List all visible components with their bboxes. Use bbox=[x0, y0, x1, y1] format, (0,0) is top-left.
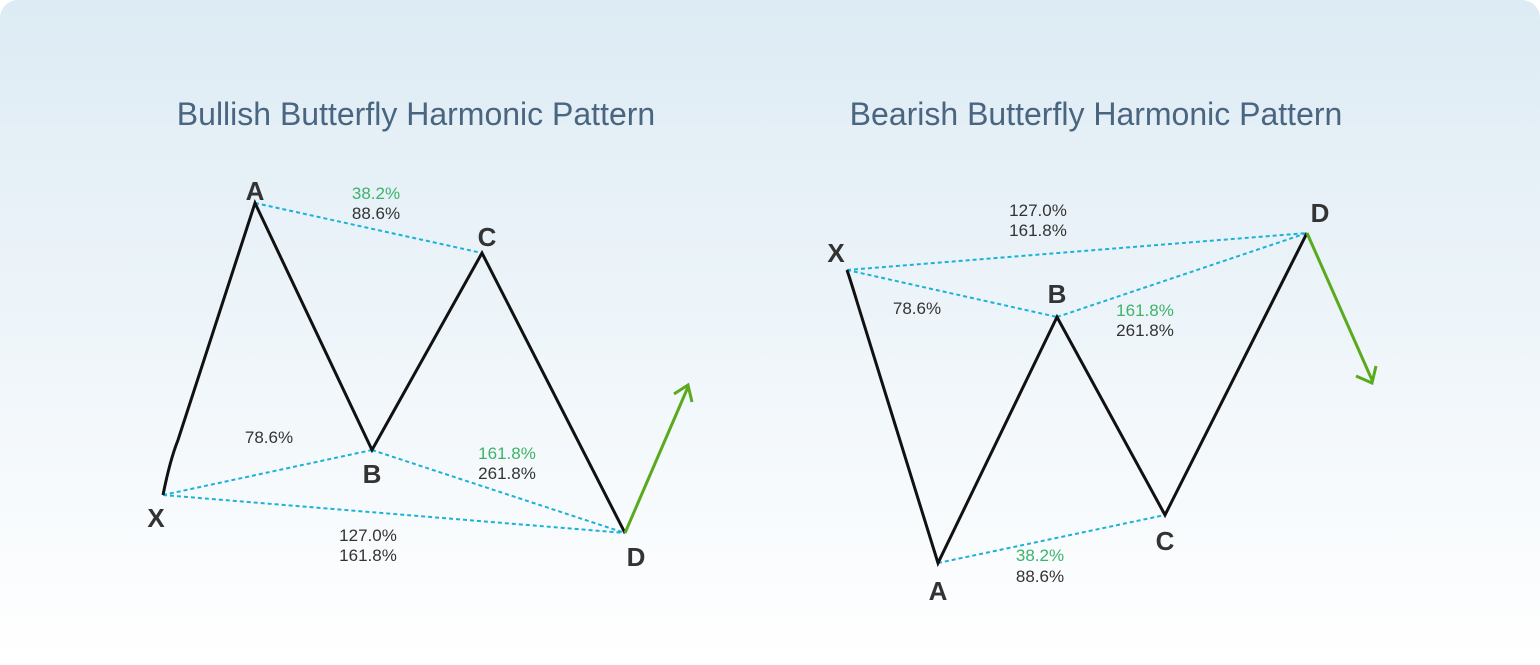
title: Bearish Butterfly Harmonic Pattern bbox=[850, 96, 1343, 132]
ratio: 261.8% bbox=[1116, 321, 1174, 340]
dashed-line bbox=[254, 202, 483, 254]
ratio: 78.6% bbox=[245, 428, 293, 447]
arrow-up bbox=[623, 382, 694, 534]
point-label: A bbox=[929, 576, 948, 606]
dashed-line bbox=[162, 494, 626, 534]
point-label: B bbox=[1048, 279, 1067, 309]
point-label: A bbox=[246, 176, 265, 206]
point-label: X bbox=[827, 238, 845, 268]
bullish-diagram: Bullish Butterfly Harmonic Pattern X A B… bbox=[147, 96, 694, 572]
ratio: 161.8% bbox=[478, 444, 536, 463]
ratio: 127.0% bbox=[1009, 201, 1067, 220]
ratio: 161.8% bbox=[339, 546, 397, 565]
ratio: 38.2% bbox=[1016, 546, 1064, 565]
pattern-line bbox=[845, 232, 1309, 568]
title: Bullish Butterfly Harmonic Pattern bbox=[177, 96, 655, 132]
point-label: C bbox=[478, 222, 497, 252]
ratio: 88.6% bbox=[352, 204, 400, 223]
pattern-line bbox=[161, 198, 627, 534]
ratio: 161.8% bbox=[1116, 301, 1174, 320]
ratio: 261.8% bbox=[478, 464, 536, 483]
point-label: X bbox=[147, 503, 165, 533]
dashed-line bbox=[846, 269, 1058, 318]
point-label: D bbox=[627, 542, 646, 572]
bearish-diagram: Bearish Butterfly Harmonic Pattern X A B… bbox=[827, 96, 1378, 606]
dashed-line bbox=[1056, 232, 1308, 318]
point-label: C bbox=[1156, 526, 1175, 556]
ratio: 88.6% bbox=[1016, 567, 1064, 586]
ratio: 161.8% bbox=[1009, 221, 1067, 240]
dashed-line bbox=[937, 514, 1166, 564]
dashed-line bbox=[371, 449, 626, 534]
dashed-line bbox=[162, 449, 373, 496]
arrow-down bbox=[1305, 232, 1378, 386]
ratio: 127.0% bbox=[339, 526, 397, 545]
ratio: 38.2% bbox=[352, 184, 400, 203]
point-label: B bbox=[363, 459, 382, 489]
point-label: D bbox=[1311, 198, 1330, 228]
ratio: 78.6% bbox=[893, 299, 941, 318]
